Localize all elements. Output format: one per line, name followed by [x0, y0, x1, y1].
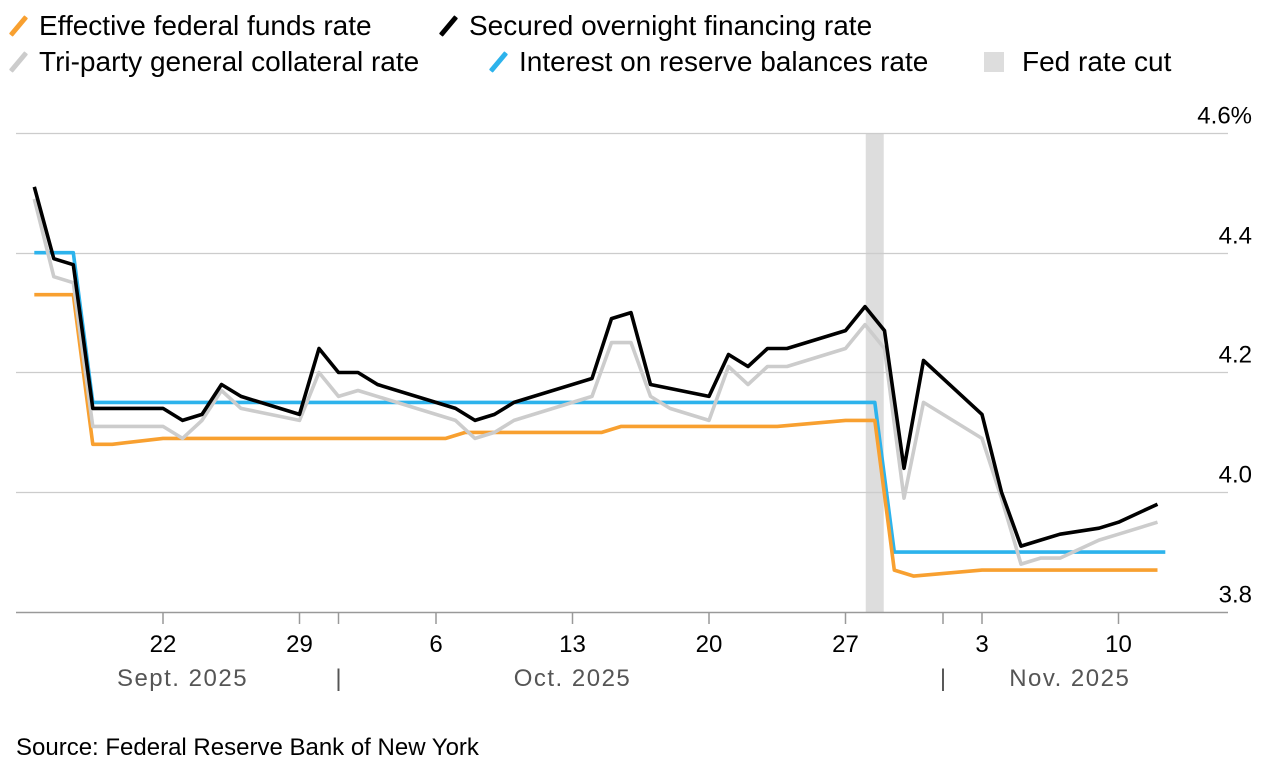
- y-tick-label: 4.4: [1219, 223, 1252, 250]
- legend-item-effective-federal-funds-rate: Effective federal funds rate: [8, 10, 372, 42]
- month-label: Nov. 2025: [1009, 665, 1130, 692]
- month-label: Sept. 2025: [117, 665, 248, 692]
- source-note: Source: Federal Reserve Bank of New York: [16, 734, 479, 761]
- legend-label: Secured overnight financing rate: [469, 10, 873, 41]
- month-separator: |: [335, 665, 341, 692]
- legend-label: Interest on reserve balances rate: [519, 46, 929, 77]
- month-label: Oct. 2025: [514, 665, 632, 692]
- x-tick-label: 22: [150, 631, 177, 658]
- legend-item-secured-overnight-financing-rate: Secured overnight financing rate: [438, 10, 873, 42]
- month-separator: |: [940, 665, 946, 692]
- series-line-tri-party-general-collateral-rate: [32, 198, 1159, 566]
- legend-swatch-band: [984, 52, 1004, 72]
- y-tick-label: 4.2: [1219, 342, 1252, 369]
- legend-label: Tri-party general collateral rate: [39, 46, 420, 77]
- legend-item-tri-party-general-collateral-rate: Tri-party general collateral rate: [8, 46, 420, 78]
- series-line-interest-on-reserve-balances-rate: [34, 250, 1166, 554]
- legend-label: Effective federal funds rate: [39, 10, 372, 41]
- x-tick-label: 10: [1105, 631, 1132, 658]
- legend-item-fed-rate-cut: Fed rate cut: [982, 46, 1171, 78]
- y-tick-label: 4.0: [1219, 462, 1252, 489]
- series-line-effective-federal-funds-rate: [34, 292, 1158, 578]
- y-tick-label: 3.8: [1219, 582, 1252, 609]
- x-tick-label: 3: [975, 631, 988, 658]
- x-tick-label: 20: [696, 631, 723, 658]
- legend-label: Fed rate cut: [1022, 46, 1172, 77]
- series-line-secured-overnight-financing-rate: [32, 186, 1159, 548]
- x-tick-label: 29: [286, 631, 313, 658]
- x-tick-label: 6: [429, 631, 442, 658]
- x-tick-label: 27: [832, 631, 859, 658]
- x-tick-label: 13: [559, 631, 586, 658]
- y-tick-label: 4.6%: [1197, 103, 1252, 130]
- legend-item-interest-on-reserve-balances-rate: Interest on reserve balances rate: [488, 46, 929, 78]
